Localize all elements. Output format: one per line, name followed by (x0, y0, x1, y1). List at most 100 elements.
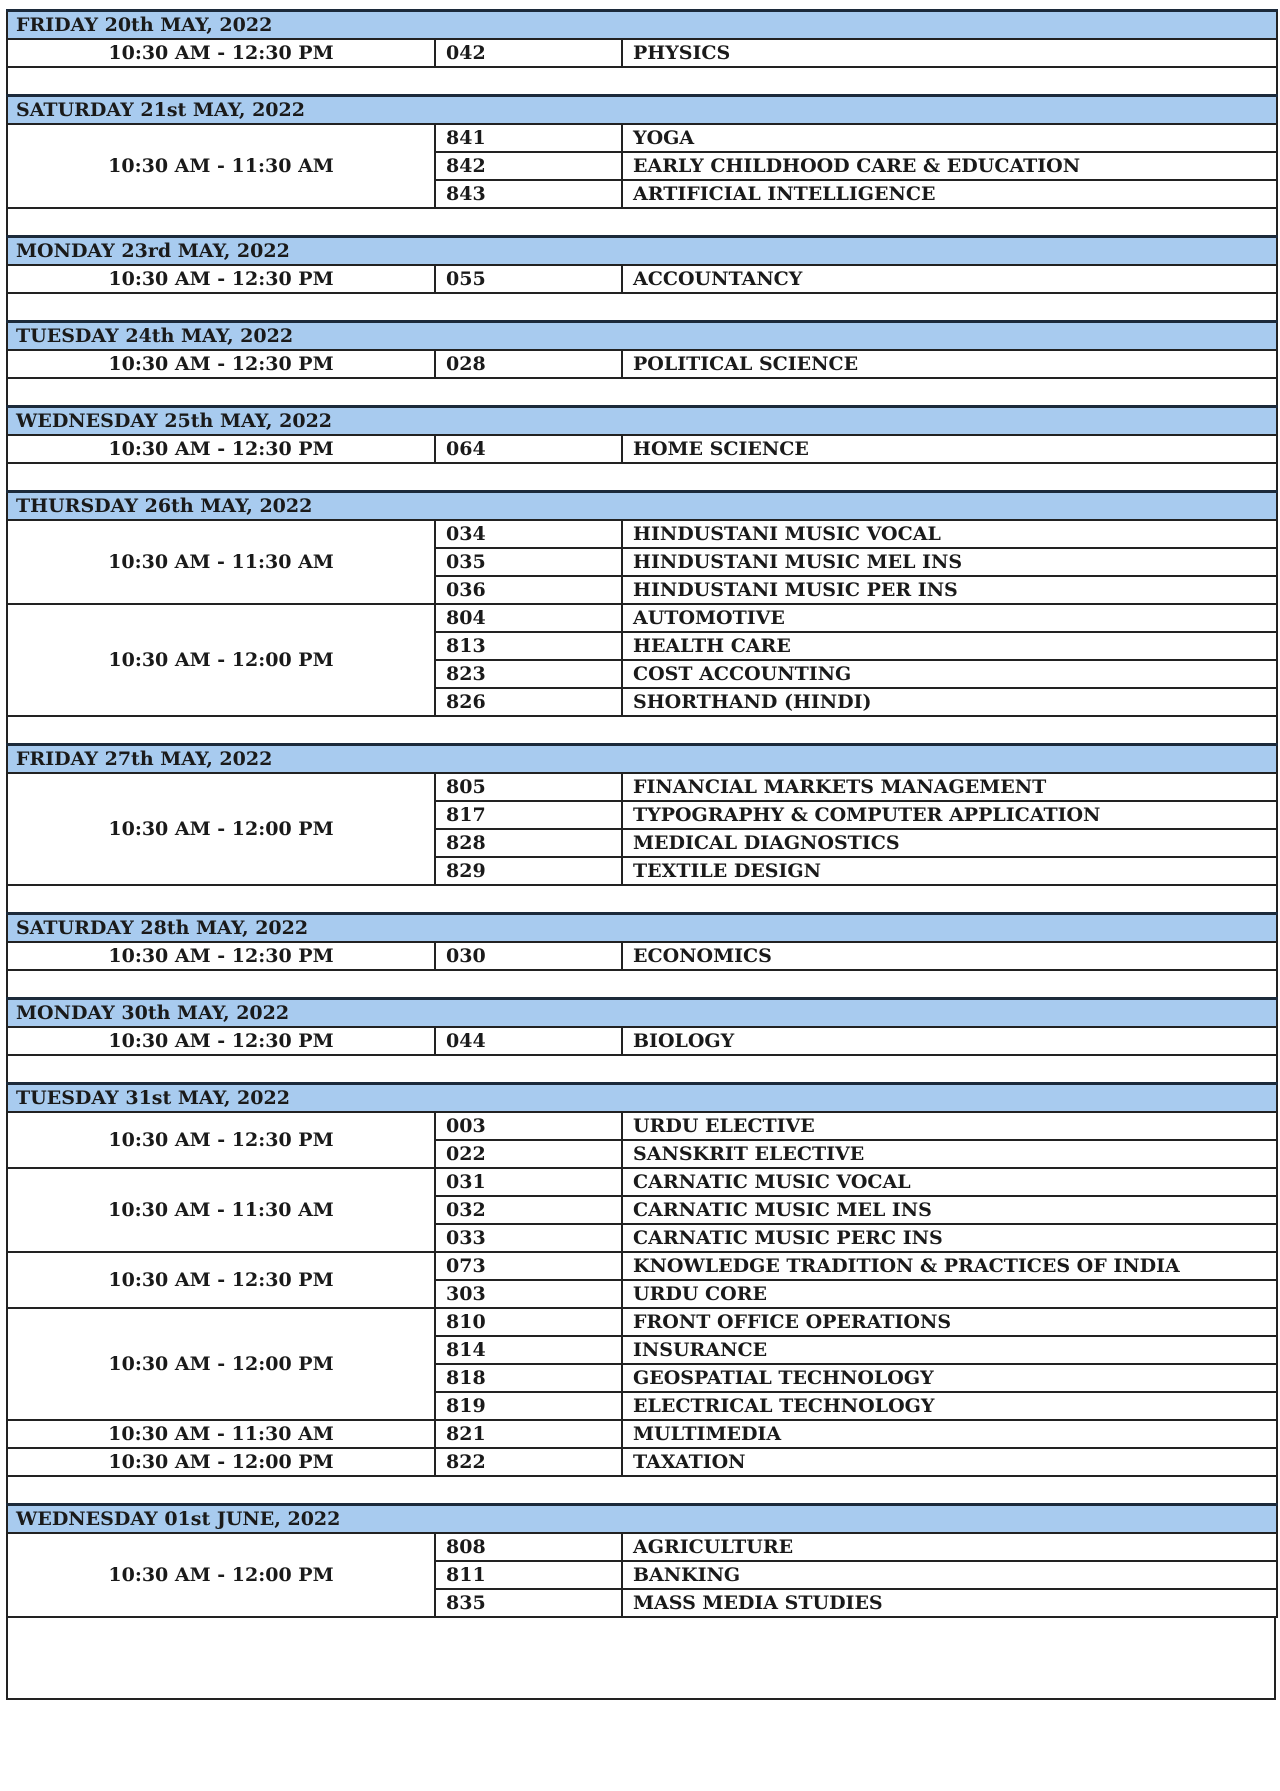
exam-date: SATURDAY 28th MAY, 2022 (5, 912, 1279, 943)
paper-row: 811 BANKING (7, 1560, 1279, 1590)
paper-row: 10:30 AM - 12:00 PM 808 AGRICULTURE (6, 1532, 1279, 1618)
exam-time: 10:30 AM - 11:30 AM (6, 519, 436, 605)
exam-date: TUESDAY 24th MAY, 2022 (5, 320, 1279, 351)
paper-row: 10:30 AM - 12:30 PM 044 BIOLOGY (6, 1026, 1279, 1056)
spacer-cell (5, 462, 1279, 493)
subject-code: 822 (434, 1447, 623, 1477)
exam-time: 10:30 AM - 12:30 PM (6, 434, 436, 464)
exam-time: 10:30 AM - 12:00 PM (6, 772, 436, 886)
date-sheet: FRIDAY 20th MAY, 2022 10:30 AM - 12:30 PM… (5, 9, 1279, 1700)
exam-time: 10:30 AM - 12:30 PM (6, 1111, 436, 1169)
subject-code: 817 (434, 800, 623, 830)
subject-name: URDU ELECTIVE (620, 1111, 1279, 1141)
paper-row: 828 MEDICAL DIAGNOSTICS (7, 828, 1279, 858)
subject-name: ECONOMICS (620, 941, 1279, 971)
paper-row: 813 HEALTH CARE (7, 631, 1279, 661)
subject-code: 808 (434, 1532, 623, 1562)
spacer-cell (5, 377, 1279, 408)
subject-code: 036 (434, 575, 623, 605)
paper-row: 10:30 AM - 12:00 PM 804 AUTOMOTIVE (6, 603, 1279, 717)
subject-name: URDU CORE (620, 1279, 1279, 1309)
subject-name: INSURANCE (620, 1335, 1279, 1365)
day-header-row: TUESDAY 31st MAY, 2022 (5, 1082, 1279, 1113)
subject-code: 811 (434, 1560, 623, 1590)
exam-date: FRIDAY 27th MAY, 2022 (5, 743, 1279, 774)
paper-row: 10:30 AM - 12:30 PM 064 HOME SCIENCE (6, 434, 1279, 464)
paper-row: 10:30 AM - 12:30 PM 030 ECONOMICS (6, 941, 1279, 971)
subject-name: EARLY CHILDHOOD CARE & EDUCATION (620, 151, 1279, 181)
day-header-row: WEDNESDAY 01st JUNE, 2022 (5, 1503, 1279, 1534)
paper-row: 10:30 AM - 12:30 PM 073 KNOWLEDGE TRADITIO… (6, 1251, 1279, 1309)
subject-code: 805 (434, 772, 623, 802)
exam-time: 10:30 AM - 12:00 PM (6, 603, 436, 717)
day-header-row: MONDAY 23rd MAY, 2022 (5, 235, 1279, 266)
subject-name: ELECTRICAL TECHNOLOGY (620, 1391, 1279, 1421)
subject-name: COST ACCOUNTING (620, 659, 1279, 689)
spacer-row (5, 462, 1279, 493)
subject-code: 034 (434, 519, 623, 549)
subject-name: HINDUSTANI MUSIC MEL INS (620, 547, 1279, 577)
subject-code: 842 (434, 151, 623, 181)
spacer-cell (5, 884, 1279, 915)
subject-name: MASS MEDIA STUDIES (620, 1588, 1279, 1618)
subject-code: 826 (434, 687, 623, 717)
subject-name: CARNATIC MUSIC MEL INS (620, 1195, 1279, 1225)
exam-date: WEDNESDAY 01st JUNE, 2022 (5, 1503, 1279, 1534)
spacer-row (5, 207, 1279, 238)
day-header-row: TUESDAY 24th MAY, 2022 (5, 320, 1279, 351)
exam-date: THURSDAY 26th MAY, 2022 (5, 490, 1279, 521)
subject-name: POLITICAL SCIENCE (620, 349, 1279, 379)
subject-code: 031 (434, 1167, 623, 1197)
subject-code: 804 (434, 603, 623, 633)
paper-row: 036 HINDUSTANI MUSIC PER INS (7, 575, 1279, 605)
day-header-row: THURSDAY 26th MAY, 2022 (5, 490, 1279, 521)
paper-row: 819 ELECTRICAL TECHNOLOGY (7, 1391, 1279, 1421)
subject-name: AGRICULTURE (620, 1532, 1279, 1562)
subject-name: KNOWLEDGE TRADITION & PRACTICES OF INDIA (620, 1251, 1279, 1281)
spacer-cell (5, 292, 1279, 323)
subject-code: 303 (434, 1279, 623, 1309)
paper-row: 829 TEXTILE DESIGN (7, 856, 1279, 886)
paper-row: 10:30 AM - 12:00 PM 805 FINANCIAL MARKETS … (6, 772, 1279, 886)
subject-code: 064 (434, 434, 623, 464)
spacer-cell (5, 1475, 1279, 1506)
paper-row: 033 CARNATIC MUSIC PERC INS (7, 1223, 1279, 1253)
subject-code: 818 (434, 1363, 623, 1393)
subject-code: 810 (434, 1307, 623, 1337)
subject-name: PHYSICS (620, 38, 1279, 68)
subject-name: YOGA (620, 123, 1279, 153)
subject-name: TAXATION (620, 1447, 1279, 1477)
paper-row: 10:30 AM - 11:30 AM 841 YOGA (6, 123, 1279, 209)
day-header-row: FRIDAY 20th MAY, 2022 (5, 9, 1279, 40)
paper-row: 10:30 AM - 12:30 PM 055 ACCOUNTANCY (6, 264, 1279, 294)
subject-code: 819 (434, 1391, 623, 1421)
day-header-row: WEDNESDAY 25th MAY, 2022 (5, 405, 1279, 436)
subject-name: MEDICAL DIAGNOSTICS (620, 828, 1279, 858)
subject-name: MULTIMEDIA (620, 1419, 1279, 1449)
exam-date: MONDAY 23rd MAY, 2022 (5, 235, 1279, 266)
spacer-cell (5, 969, 1279, 1000)
day-header-row: FRIDAY 27th MAY, 2022 (5, 743, 1279, 774)
subject-code: 841 (434, 123, 623, 153)
subject-code: 823 (434, 659, 623, 689)
exam-date: WEDNESDAY 25th MAY, 2022 (5, 405, 1279, 436)
paper-row: 10:30 AM - 12:30 PM 042 PHYSICS (6, 38, 1279, 68)
subject-code: 843 (434, 179, 623, 209)
paper-row: 10:30 AM - 12:30 PM 028 POLITICAL SCIENCE (6, 349, 1279, 379)
exam-time: 10:30 AM - 12:00 PM (6, 1447, 436, 1477)
subject-name: BANKING (620, 1560, 1279, 1590)
subject-code: 030 (434, 941, 623, 971)
paper-row: 10:30 AM - 12:00 PM 822 TAXATION (6, 1447, 1279, 1477)
paper-row: 10:30 AM - 11:30 AM 821 MULTIMEDIA (6, 1419, 1279, 1449)
exam-time: 10:30 AM - 12:30 PM (6, 38, 436, 68)
subject-code: 033 (434, 1223, 623, 1253)
exam-date: TUESDAY 31st MAY, 2022 (5, 1082, 1279, 1113)
exam-time: 10:30 AM - 11:30 AM (6, 1167, 436, 1253)
subject-code: 028 (434, 349, 623, 379)
exam-time: 10:30 AM - 11:30 AM (6, 123, 436, 209)
day-header-row: SATURDAY 21st MAY, 2022 (5, 94, 1279, 125)
paper-row: 818 GEOSPATIAL TECHNOLOGY (7, 1363, 1279, 1393)
exam-schedule-table: FRIDAY 20th MAY, 2022 10:30 AM - 12:30 PM… (5, 9, 1279, 1618)
spacer-row (5, 715, 1279, 746)
subject-code: 003 (434, 1111, 623, 1141)
